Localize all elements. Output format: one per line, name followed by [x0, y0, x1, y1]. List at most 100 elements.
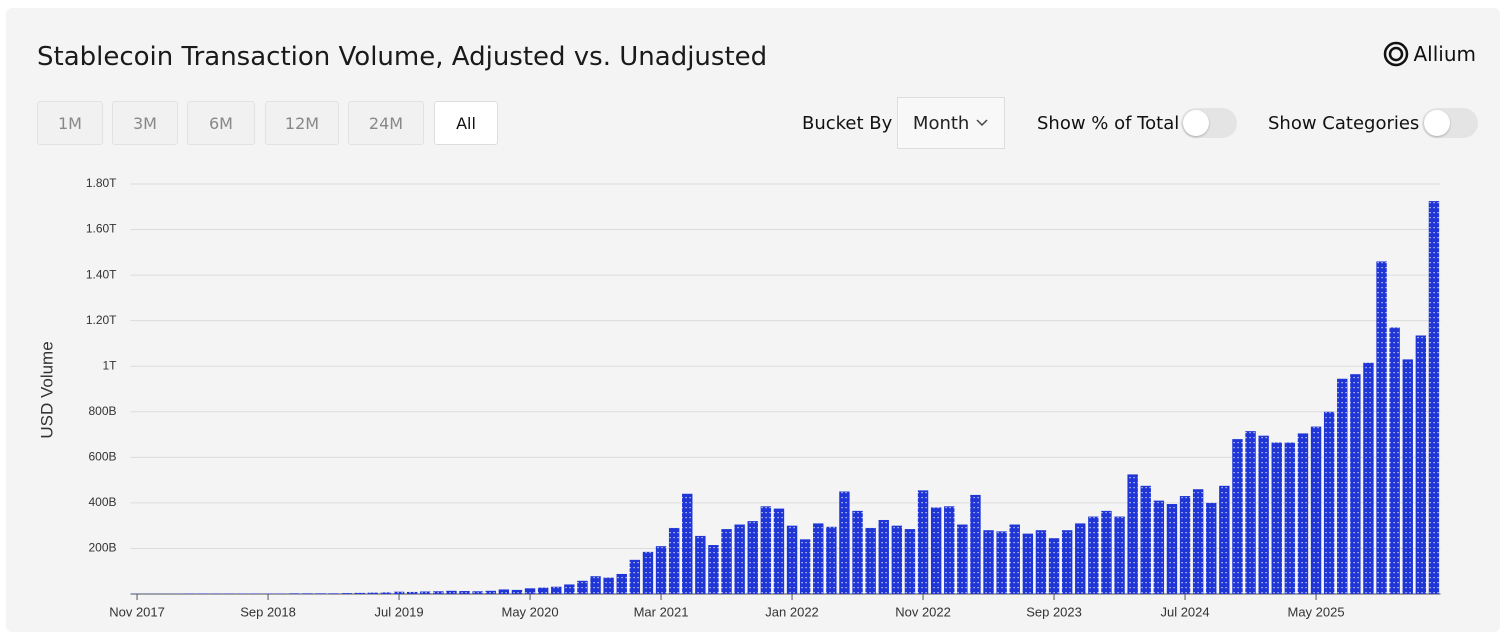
bar — [1415, 335, 1427, 594]
bar — [668, 527, 680, 594]
bar — [1022, 533, 1034, 594]
bar — [957, 524, 968, 594]
bar — [1337, 378, 1348, 594]
bar — [1192, 489, 1204, 594]
bar — [839, 491, 850, 594]
bar — [1101, 510, 1112, 594]
bar — [302, 593, 313, 594]
bar — [734, 524, 745, 594]
bar — [1363, 362, 1374, 594]
y-tick-label: 1.80T — [86, 176, 117, 190]
bar — [865, 527, 876, 594]
bar — [1428, 201, 1440, 595]
bar — [944, 506, 955, 594]
range-button[interactable]: 3M — [112, 101, 178, 145]
y-tick-label: 200B — [88, 541, 116, 555]
bar — [616, 573, 627, 594]
bar — [577, 580, 588, 594]
bar — [970, 494, 981, 594]
bar — [1088, 516, 1099, 594]
y-tick-label: 1.60T — [86, 222, 117, 236]
toggle[interactable] — [1422, 108, 1478, 138]
bar — [878, 519, 889, 594]
bar — [393, 591, 405, 594]
y-tick-label: 800B — [88, 404, 116, 418]
chevron — [976, 119, 988, 127]
x-tick-label: May 2025 — [1288, 604, 1345, 619]
x-tick-label: Nov 2017 — [109, 604, 165, 619]
brand-logo — [1384, 41, 1409, 67]
bar — [1114, 516, 1125, 594]
bar — [328, 593, 339, 594]
y-tick-label: 400B — [88, 495, 116, 509]
bar — [459, 591, 470, 594]
bar — [1009, 524, 1020, 594]
bar — [891, 525, 903, 594]
bar — [695, 535, 706, 594]
range-button[interactable]: All — [434, 101, 498, 145]
bar — [1350, 374, 1361, 594]
bar — [315, 593, 326, 594]
bucket-select[interactable]: Month — [897, 97, 1005, 149]
bar — [708, 545, 719, 594]
x-tick-label: May 2020 — [502, 604, 559, 619]
bar — [1323, 411, 1335, 594]
bar — [1284, 442, 1296, 594]
bar — [420, 591, 431, 594]
bar — [1140, 485, 1151, 594]
bar — [1075, 523, 1086, 594]
chart-title: Stablecoin Transaction Volume, Adjusted … — [37, 42, 768, 72]
bar — [564, 584, 575, 594]
bar — [1389, 327, 1400, 594]
x-tick-label: Jan 2022 — [765, 604, 819, 619]
bar — [1219, 485, 1230, 594]
x-tick-label: Sep 2018 — [240, 604, 296, 619]
bar — [498, 589, 510, 594]
bar — [721, 529, 732, 594]
bar — [1127, 474, 1138, 594]
bar — [1271, 442, 1282, 594]
bar — [1153, 500, 1165, 594]
bar — [1166, 504, 1178, 594]
bar — [1232, 439, 1243, 594]
bar — [1179, 496, 1191, 594]
bar — [472, 591, 483, 594]
bar — [1048, 538, 1060, 594]
x-tick-label: Nov 2022 — [895, 604, 951, 619]
bar — [655, 546, 667, 594]
x-tick-label: Mar 2021 — [634, 604, 689, 619]
bar — [1258, 435, 1269, 594]
toggle-label: Show % of Total — [1037, 113, 1180, 134]
bar — [852, 510, 863, 594]
bar — [813, 523, 824, 594]
toggle-label: Show Categories — [1268, 113, 1420, 134]
y-tick-label: 1.20T — [86, 313, 117, 327]
range-button[interactable]: 12M — [265, 101, 339, 145]
bucket-label: Bucket By — [802, 113, 893, 134]
bar — [1061, 530, 1073, 594]
bar — [537, 587, 549, 594]
bar — [1035, 530, 1047, 594]
bar — [485, 590, 496, 594]
bar — [786, 525, 798, 594]
toggle[interactable] — [1181, 108, 1237, 138]
bar — [773, 508, 785, 594]
bar — [433, 591, 444, 594]
bar — [996, 531, 1007, 594]
bar — [904, 529, 916, 594]
bar — [1297, 433, 1309, 594]
bar — [682, 493, 693, 594]
range-button[interactable]: 6M — [187, 101, 255, 145]
bar — [1245, 431, 1256, 594]
bar — [917, 490, 929, 594]
y-axis-label: USD Volume — [37, 341, 56, 438]
brand-name: Allium — [1413, 42, 1476, 66]
brand: Allium — [1383, 41, 1476, 67]
bar — [380, 592, 392, 594]
x-tick-label: Jul 2024 — [1160, 604, 1209, 619]
bar — [551, 586, 562, 594]
range-button[interactable]: 24M — [348, 101, 424, 145]
bar — [341, 593, 352, 594]
range-button[interactable]: 1M — [37, 101, 103, 145]
